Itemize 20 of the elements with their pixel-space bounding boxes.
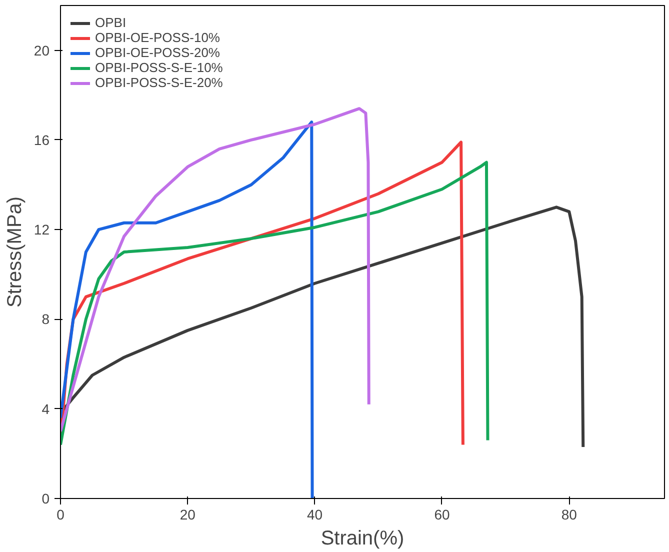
x-tick-label: 0 (56, 506, 65, 522)
y-tick-label: 12 (34, 222, 50, 238)
y-tick-label: 20 (34, 42, 50, 58)
line-series (60, 120, 314, 498)
x-tick-label: 80 (561, 506, 578, 522)
y-tick-label: 16 (34, 132, 50, 148)
y-tick-label: 0 (42, 490, 50, 506)
y-tick-label: 4 (42, 400, 50, 417)
x-tick-label: 20 (180, 506, 196, 522)
x-tick-label: 60 (434, 506, 450, 522)
x-axis-title: Strain(%) (320, 528, 404, 550)
y-tick-label: 8 (42, 311, 50, 328)
line-series (60, 107, 370, 433)
legend-label: OPBI-OE-POSS-20% (95, 45, 220, 60)
legend-label: OPBI-POSS-S-E-10% (95, 60, 223, 75)
legend-label: OPBI-OE-POSS-10% (95, 30, 220, 45)
legend-label: OPBI-POSS-S-E-20% (95, 75, 223, 90)
y-axis-title: Stress(MPa) (4, 196, 26, 308)
legend-label: OPBI (95, 15, 126, 30)
x-tick-label: 40 (307, 506, 323, 522)
